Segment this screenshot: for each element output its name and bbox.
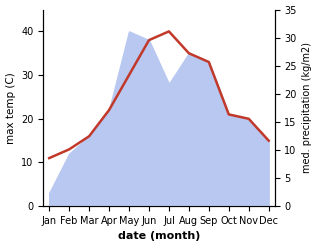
X-axis label: date (month): date (month) (118, 231, 200, 242)
Y-axis label: med. precipitation (kg/m2): med. precipitation (kg/m2) (302, 42, 313, 173)
Y-axis label: max temp (C): max temp (C) (5, 72, 16, 144)
